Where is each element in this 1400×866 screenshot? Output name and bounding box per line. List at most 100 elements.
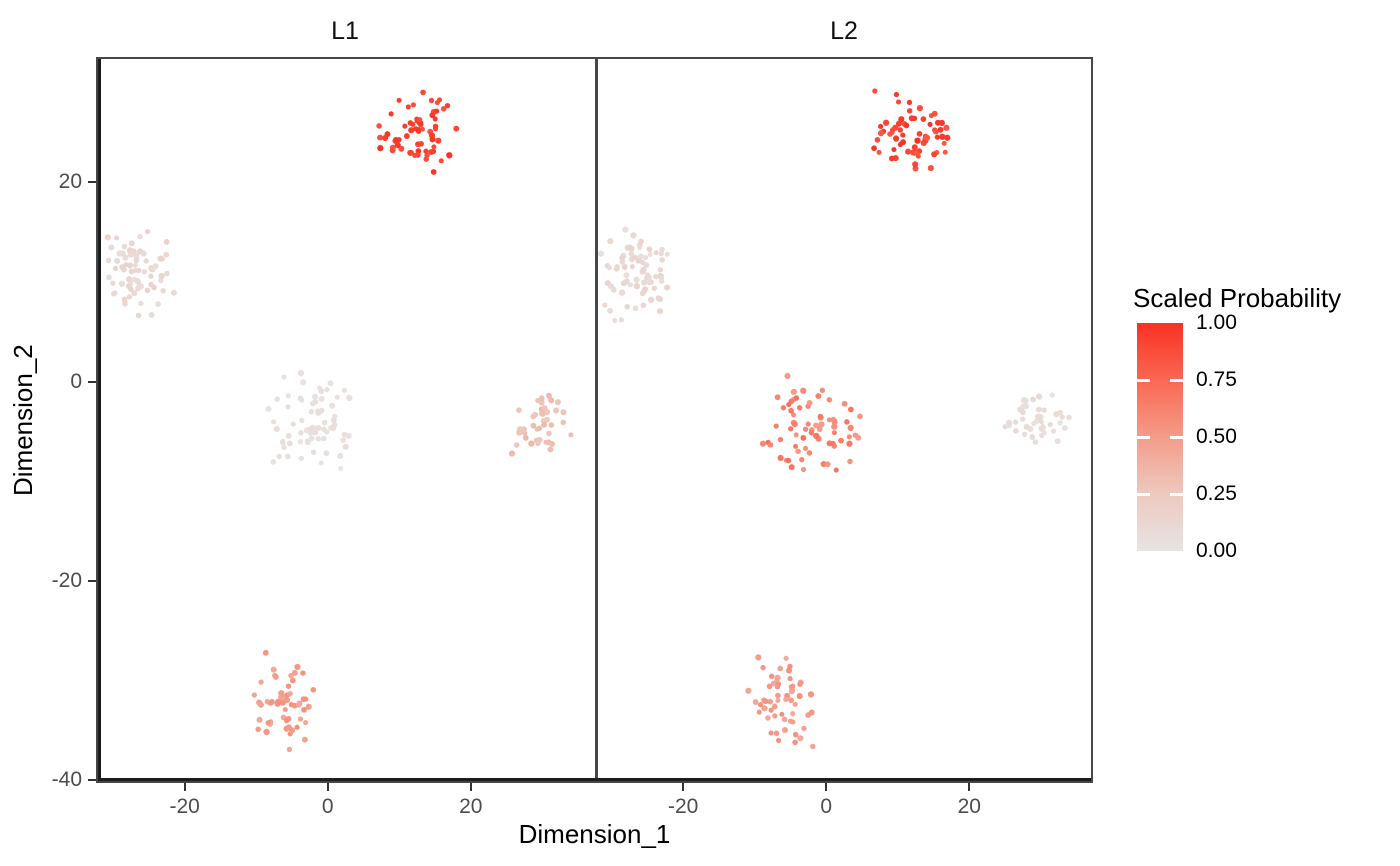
- data-point: [888, 155, 895, 162]
- data-point: [534, 426, 540, 432]
- x-tick-label: -20: [667, 795, 699, 818]
- data-point: [772, 713, 778, 719]
- data-point: [289, 677, 296, 684]
- data-point: [288, 702, 294, 708]
- data-point: [768, 730, 774, 736]
- data-point: [282, 707, 288, 713]
- data-point: [1049, 392, 1055, 398]
- data-point: [130, 248, 137, 255]
- legend-bar-tick: [1137, 436, 1150, 439]
- data-point: [297, 369, 305, 377]
- data-point: [284, 697, 291, 703]
- data-point: [320, 435, 327, 442]
- x-tick-mark: [968, 783, 971, 791]
- data-point: [568, 432, 574, 438]
- data-point: [393, 136, 399, 143]
- data-point: [756, 709, 762, 715]
- data-point: [122, 254, 129, 261]
- data-point: [765, 715, 771, 721]
- data-point: [148, 281, 154, 288]
- data-point: [135, 312, 142, 319]
- x-tick-mark: [825, 783, 828, 791]
- data-point: [931, 151, 938, 158]
- data-point: [830, 440, 836, 447]
- data-point: [508, 450, 516, 457]
- data-point: [377, 144, 384, 152]
- data-point: [164, 270, 170, 277]
- data-point: [281, 444, 287, 451]
- data-point: [795, 448, 801, 455]
- data-point: [846, 434, 852, 440]
- data-point: [912, 161, 919, 168]
- data-point: [793, 395, 800, 401]
- data-point: [148, 311, 155, 319]
- data-point: [263, 728, 270, 736]
- data-point: [430, 169, 437, 175]
- data-point: [824, 461, 831, 468]
- data-point: [324, 429, 330, 435]
- data-point: [799, 457, 805, 463]
- data-point: [536, 436, 543, 443]
- data-point: [138, 300, 144, 307]
- data-point: [416, 117, 423, 123]
- data-point: [802, 426, 809, 432]
- data-point: [887, 131, 893, 137]
- data-point: [612, 318, 618, 324]
- data-point: [788, 684, 794, 690]
- data-point: [877, 123, 884, 130]
- data-point: [807, 691, 815, 698]
- data-point: [110, 280, 116, 286]
- data-point: [831, 423, 838, 430]
- data-point: [126, 294, 133, 300]
- data-point: [262, 649, 269, 656]
- data-point: [273, 425, 280, 433]
- data-point: [761, 705, 768, 712]
- data-point: [630, 232, 637, 239]
- data-point: [453, 125, 460, 132]
- data-point: [853, 432, 859, 439]
- data-point: [786, 402, 792, 408]
- data-point: [800, 387, 807, 394]
- data-point: [294, 724, 300, 730]
- data-point: [651, 285, 658, 291]
- data-point: [270, 666, 277, 673]
- data-point: [137, 283, 144, 290]
- data-point: [872, 88, 878, 94]
- data-point: [560, 419, 567, 426]
- data-point: [1035, 406, 1042, 413]
- data-point: [656, 308, 664, 315]
- legend-title: Scaled Probability: [1133, 283, 1342, 313]
- data-point: [629, 264, 635, 270]
- data-point: [318, 396, 325, 403]
- data-point: [104, 234, 111, 241]
- data-point: [382, 135, 389, 142]
- data-point: [327, 380, 334, 387]
- data-point: [432, 116, 438, 122]
- x-tick-mark: [326, 783, 329, 791]
- data-point: [251, 692, 257, 698]
- data-point: [410, 121, 416, 127]
- data-point: [255, 726, 261, 733]
- data-point: [1033, 418, 1040, 425]
- data-point: [294, 663, 301, 671]
- data-point: [773, 730, 780, 737]
- data-point: [1041, 407, 1047, 413]
- data-point: [874, 137, 881, 143]
- data-point: [781, 726, 788, 733]
- data-point: [345, 432, 352, 439]
- data-point: [895, 99, 902, 105]
- data-point: [299, 417, 305, 424]
- data-point: [544, 416, 550, 423]
- data-point: [278, 690, 285, 697]
- data-point: [131, 289, 138, 296]
- data-point: [815, 393, 822, 399]
- data-point: [632, 305, 639, 312]
- y-tick-label: 0: [70, 369, 82, 393]
- data-point: [1021, 431, 1028, 438]
- data-point: [305, 703, 312, 710]
- data-point: [530, 422, 537, 429]
- data-point: [423, 148, 429, 154]
- data-point: [664, 251, 670, 257]
- data-point: [790, 711, 796, 717]
- data-point: [111, 291, 117, 297]
